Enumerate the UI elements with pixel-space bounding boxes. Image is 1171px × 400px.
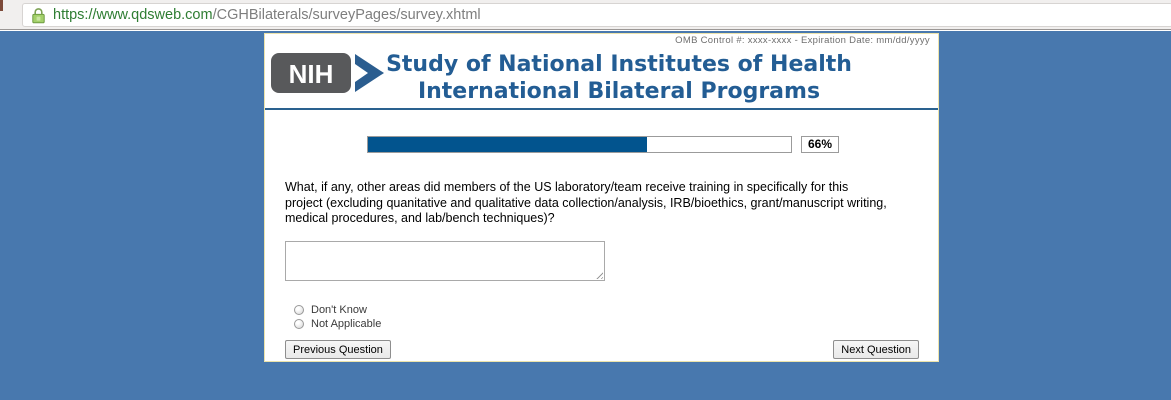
progress-bar-fill bbox=[368, 137, 648, 152]
progress-bar bbox=[367, 136, 792, 153]
radio-dont-know[interactable] bbox=[294, 304, 304, 315]
lock-icon bbox=[31, 7, 46, 24]
option-dont-know-label[interactable]: Don't Know bbox=[311, 303, 367, 316]
url-text: https://www.qdsweb.com/CGHBilaterals/sur… bbox=[53, 7, 481, 23]
option-not-applicable-label[interactable]: Not Applicable bbox=[311, 317, 382, 330]
browser-address-bar: https://www.qdsweb.com/CGHBilaterals/sur… bbox=[0, 0, 1171, 30]
option-dont-know[interactable]: Don't Know bbox=[294, 303, 367, 316]
answer-area bbox=[285, 241, 605, 281]
radio-not-applicable[interactable] bbox=[294, 318, 304, 329]
header-divider bbox=[265, 108, 938, 110]
progress-percent: 66% bbox=[801, 136, 839, 153]
survey-card: OMB Control #: xxxx-xxxx - Expiration Da… bbox=[264, 33, 939, 362]
next-question-button[interactable]: Next Question bbox=[833, 340, 919, 359]
nih-logo: NIH bbox=[271, 53, 385, 93]
svg-text:NIH: NIH bbox=[289, 59, 334, 89]
option-not-applicable[interactable]: Not Applicable bbox=[294, 317, 381, 330]
question-text: What, if any, other areas did members of… bbox=[285, 180, 887, 225]
answer-textarea[interactable] bbox=[285, 241, 605, 281]
browser-edge-fragment bbox=[0, 0, 3, 11]
resize-handle-icon[interactable] bbox=[594, 270, 603, 279]
survey-title: Study of National Institutes of Health I… bbox=[345, 51, 893, 105]
url-path: /CGHBilaterals/surveyPages/survey.xhtml bbox=[212, 7, 481, 23]
url-domain: https://www.qdsweb.com bbox=[53, 7, 213, 23]
previous-question-button[interactable]: Previous Question bbox=[285, 340, 391, 359]
survey-title-line1: Study of National Institutes of Health bbox=[386, 52, 852, 77]
omb-control-text: OMB Control #: xxxx-xxxx - Expiration Da… bbox=[675, 35, 930, 46]
url-field[interactable]: https://www.qdsweb.com/CGHBilaterals/sur… bbox=[22, 3, 1171, 27]
survey-title-line2: International Bilateral Programs bbox=[417, 79, 821, 104]
